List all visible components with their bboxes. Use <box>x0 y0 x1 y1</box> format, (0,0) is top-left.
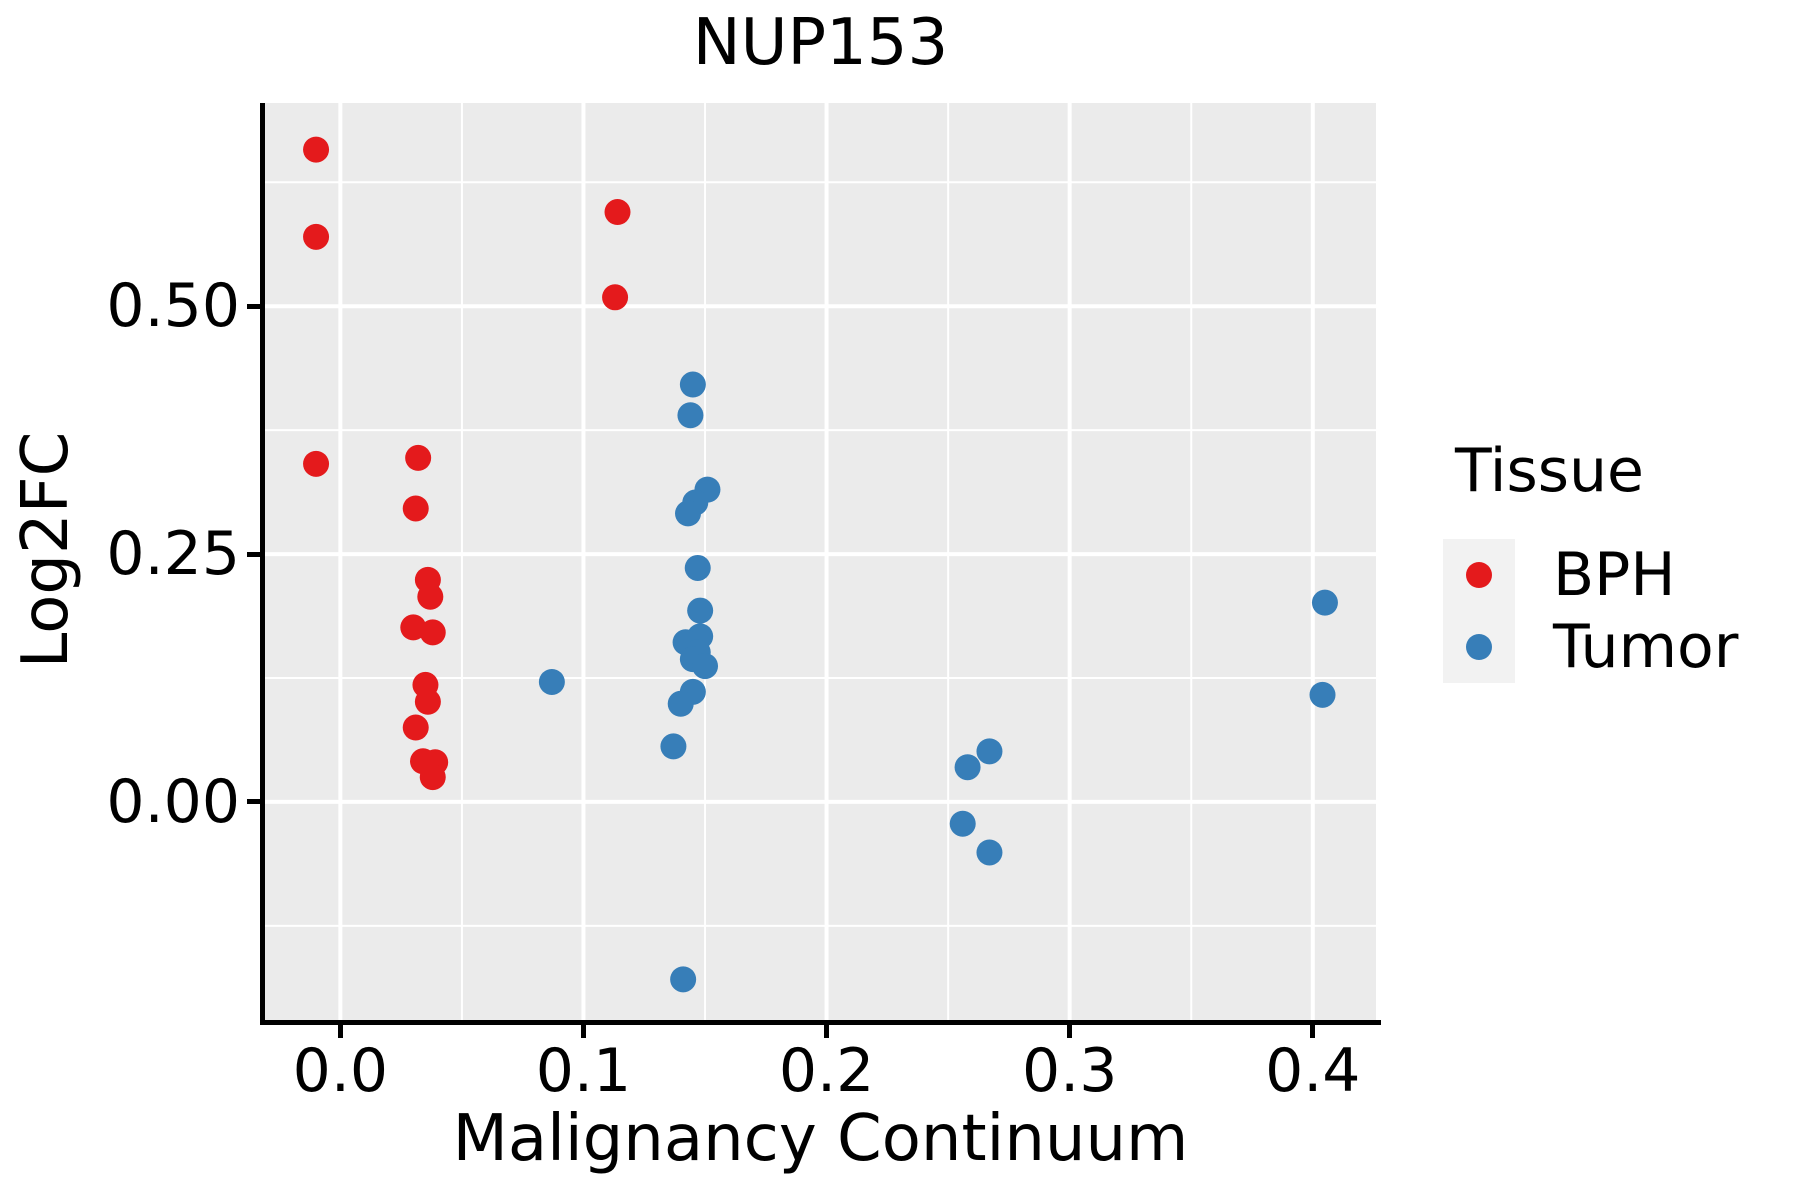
legend-key-box <box>1443 539 1515 611</box>
x-tick-mark <box>580 1025 586 1038</box>
data-point-tumor <box>1311 589 1338 616</box>
data-point-tumor <box>684 554 711 581</box>
plot-title: NUP153 <box>692 6 949 80</box>
data-point-bph <box>419 764 446 791</box>
data-point-tumor <box>677 402 704 429</box>
x-tick-mark <box>337 1025 343 1038</box>
data-point-bph <box>303 450 330 477</box>
legend-key-box <box>1443 611 1515 683</box>
data-point-tumor <box>660 733 687 760</box>
data-point-bph <box>417 583 444 610</box>
x-tick-mark <box>824 1025 830 1038</box>
legend-label-bph: BPH <box>1553 540 1676 610</box>
data-point-bph <box>402 495 429 522</box>
data-point-bph <box>402 714 429 741</box>
y-tick-mark <box>247 551 260 557</box>
data-point-tumor <box>949 810 976 837</box>
legend-label-tumor: Tumor <box>1553 612 1739 682</box>
data-point-tumor <box>692 653 719 680</box>
y-tick-label: 0.25 <box>106 519 240 590</box>
data-point-tumor <box>667 690 694 717</box>
data-point-tumor <box>538 668 565 695</box>
data-point-tumor <box>976 738 1003 765</box>
data-point-bph <box>604 199 631 226</box>
data-point-tumor <box>687 597 714 624</box>
y-axis-line <box>260 103 265 1025</box>
y-tick-label: 0.50 <box>106 271 240 342</box>
x-tick-label: 0.2 <box>778 1036 875 1106</box>
legend-title: Tissue <box>1455 436 1644 506</box>
x-tick-mark <box>1310 1025 1316 1038</box>
x-axis-line <box>260 1020 1381 1025</box>
data-point-tumor <box>954 754 981 781</box>
scatter-plot-canvas <box>265 103 1376 1020</box>
y-tick-mark <box>247 799 260 805</box>
bph-marker-icon <box>1466 562 1492 588</box>
tumor-marker-icon <box>1466 634 1492 660</box>
x-tick-label: 0.0 <box>292 1036 389 1106</box>
data-point-bph <box>602 284 629 311</box>
x-axis-title: Malignancy Continuum <box>452 1102 1189 1176</box>
data-point-bph <box>419 619 446 646</box>
x-tick-label: 0.1 <box>535 1036 632 1106</box>
data-point-tumor <box>679 371 706 398</box>
x-tick-mark <box>1067 1025 1073 1038</box>
y-tick-label: 0.00 <box>106 766 240 837</box>
y-axis-title: Log2FC <box>9 431 83 669</box>
data-point-tumor <box>1309 681 1336 708</box>
data-point-bph <box>414 688 441 715</box>
plot-panel <box>265 103 1376 1020</box>
panel-background <box>265 103 1376 1020</box>
data-point-bph <box>303 223 330 250</box>
data-point-bph <box>400 614 427 641</box>
data-point-tumor <box>675 500 702 527</box>
data-point-bph <box>405 444 432 471</box>
y-tick-mark <box>247 303 260 309</box>
x-tick-label: 0.4 <box>1265 1036 1361 1106</box>
data-point-tumor <box>976 839 1003 866</box>
data-point-tumor <box>670 966 697 993</box>
x-tick-label: 0.3 <box>1021 1036 1118 1106</box>
data-point-bph <box>303 136 330 163</box>
